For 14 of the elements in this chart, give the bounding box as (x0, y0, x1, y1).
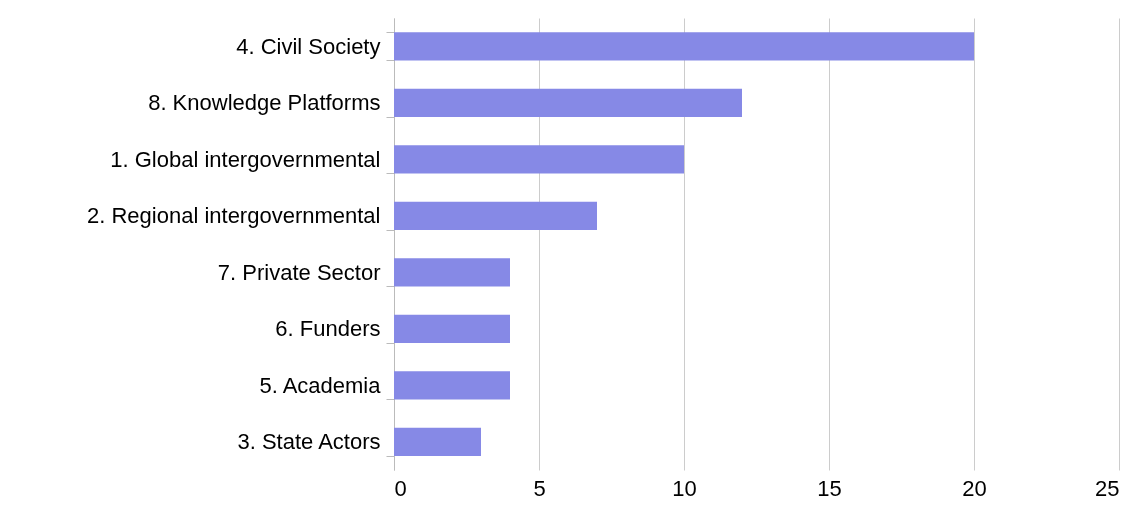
y-tick-label: 8. Knowledge Platforms (148, 90, 381, 116)
y-tick-label: 2. Regional intergovernmental (86, 203, 381, 229)
x-tick-label: 0 (394, 475, 407, 501)
x-tick-label: 20 (962, 475, 987, 501)
y-tick-label: 5. Academia (259, 372, 382, 398)
y-tick-label: 3. State Actors (237, 429, 381, 455)
y-tick-label: 7. Private Sector (217, 259, 381, 285)
x-tick-label: 15 (817, 475, 842, 501)
y-tick-label: 1. Global intergovernmental (110, 146, 381, 172)
x-tick-label: 25 (1095, 475, 1120, 501)
x-tick-label: 10 (672, 475, 697, 501)
y-tick-label: 4. Civil Society (236, 33, 381, 59)
x-tick-label: 5 (533, 475, 546, 501)
y-tick-label: 6. Funders (275, 316, 381, 342)
